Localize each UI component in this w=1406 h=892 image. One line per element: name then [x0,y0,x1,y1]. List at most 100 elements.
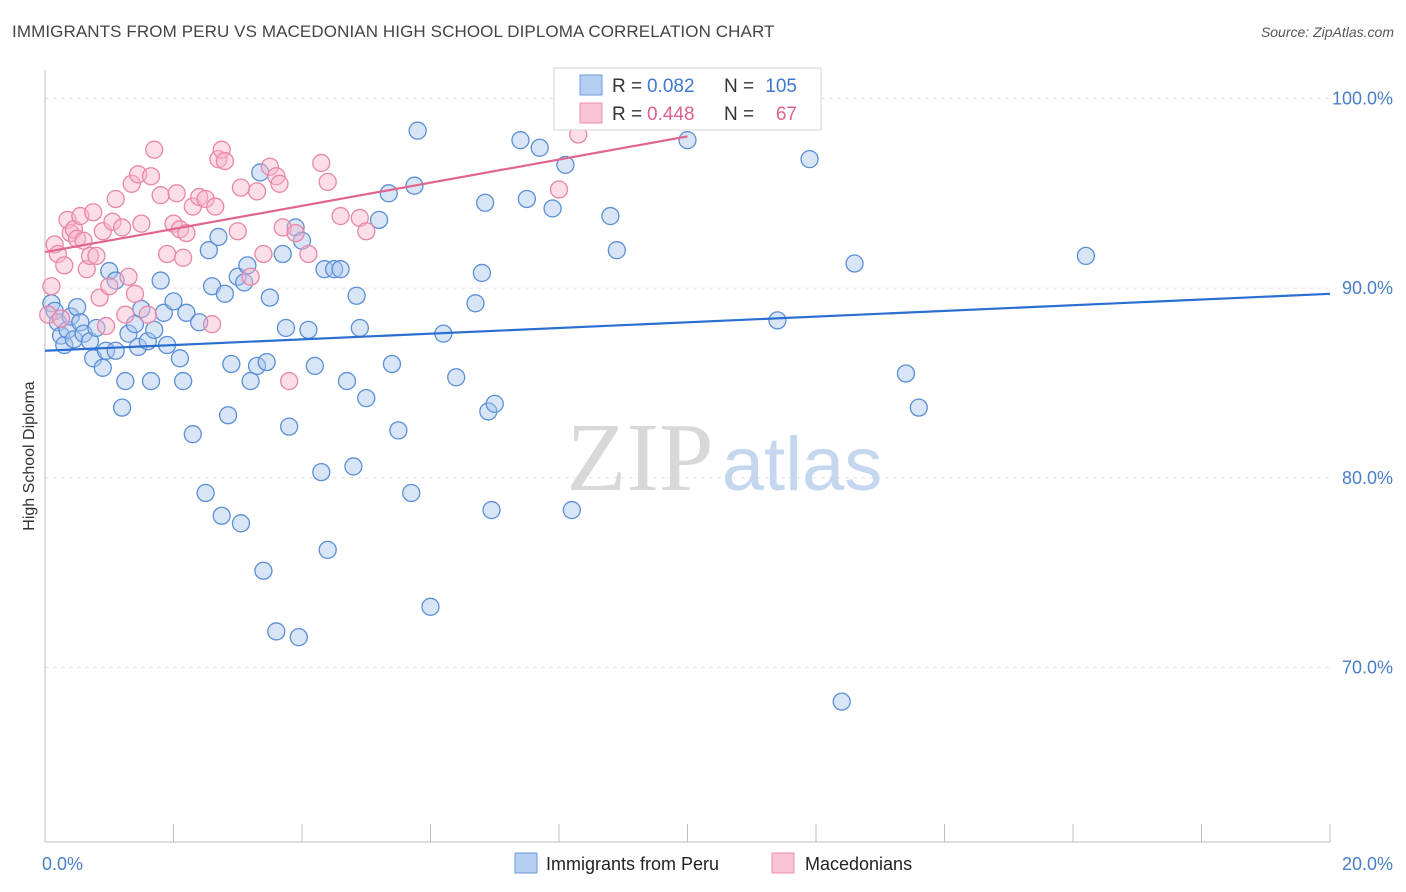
peru-point [196,483,215,503]
peru-point [238,256,257,275]
peru-point [845,254,864,273]
macedonian-point [260,157,280,176]
macedonian-point [145,140,164,159]
macedonian-point [51,309,71,328]
macedonian-point [132,214,151,233]
peru-point [832,692,851,711]
peru-point [276,318,296,338]
peru-point [312,462,331,482]
macedonian-trend-line [44,135,688,254]
peru-point [71,313,90,332]
chart-source: Source: ZipAtlas.com [1260,24,1394,40]
macedonian-point [116,305,135,324]
peru-point [472,263,492,283]
macedonian-point [100,277,119,296]
stats-swatch-blue [579,74,603,96]
y-axis-label: High School Diploma [21,381,38,531]
peru-point [222,354,241,374]
peru-point [485,394,504,413]
macedonian-point [119,267,138,286]
stats-box: R = 0.082 N = 105 R = 0.448 N = 67 [553,67,822,131]
peru-point [479,402,498,421]
peru-point [402,483,421,503]
y-tick-label: 70.0% [1342,657,1393,677]
peru-point [344,457,363,476]
peru-point [141,371,161,391]
y-tick-label: 80.0% [1342,468,1393,488]
peru-point [173,371,193,391]
peru-point [475,193,495,212]
peru-point [607,241,626,260]
macedonian-point [215,151,235,171]
peru-point [318,540,337,560]
peru-point [289,627,308,647]
axes-layer [44,70,1331,843]
peru-point [170,349,190,368]
macedonian-point [331,206,350,226]
macedonian-point [357,222,376,241]
peru-point [678,131,697,150]
peru-point [96,341,116,360]
peru-point [164,292,183,311]
y-tick-label: 90.0% [1342,278,1393,298]
peru-point [125,315,145,334]
peru-point [116,371,135,391]
macedonian-point [279,371,299,391]
macedonian-point [318,172,337,192]
peru-point [347,286,366,305]
macedonian-point [157,244,177,264]
macedonian-point [206,197,225,216]
peru-point [601,206,620,226]
peru-point [247,356,267,376]
peru-point [299,320,318,340]
stats-swatch-pink [579,102,603,124]
macedonian-point [106,189,125,209]
macedonian-point [87,246,106,266]
peru-point [466,294,485,313]
legend-swatch-peru [514,852,538,874]
peru-point [257,352,276,372]
legend-label-macedonians: Macedonians [805,854,912,874]
peru-point [562,500,581,520]
peru-point [145,320,164,340]
stats-r-value-2: 0.448 [647,104,695,125]
peru-point [369,210,389,229]
series-peru-points [42,121,1095,711]
macedonian-point [196,189,215,209]
macedonian-point [241,267,260,286]
peru-point [331,260,350,279]
peru-point [305,356,325,376]
peru-point [408,121,427,140]
legend-swatch-macedonians [771,852,795,874]
peru-point [254,561,273,580]
peru-point [260,288,280,307]
peru-point [273,244,292,264]
peru-point [199,241,218,260]
peru-point [151,271,170,290]
peru-point [909,398,928,417]
peru-point [218,406,238,425]
peru-point [350,318,369,338]
peru-point [530,138,549,157]
peru-trend-line [44,292,1331,352]
y-tick-label: 100.0% [1332,88,1393,108]
macedonian-point [190,187,209,207]
macedonian-point [173,248,193,267]
peru-point [896,364,916,383]
peru-point [389,421,408,440]
peru-point [517,189,537,209]
macedonian-point [228,222,247,241]
peru-point [421,597,440,616]
macedonian-point [254,244,273,264]
macedonian-point [141,167,161,186]
stats-r-label-2: R = [612,104,642,125]
macedonian-point [103,212,122,231]
macedonian-point [312,153,331,173]
macedonian-point [151,186,170,205]
macedonian-point [167,184,186,203]
macedonian-point [42,277,61,296]
peru-point [482,500,501,520]
peru-point [556,155,575,174]
peru-point [543,199,562,218]
